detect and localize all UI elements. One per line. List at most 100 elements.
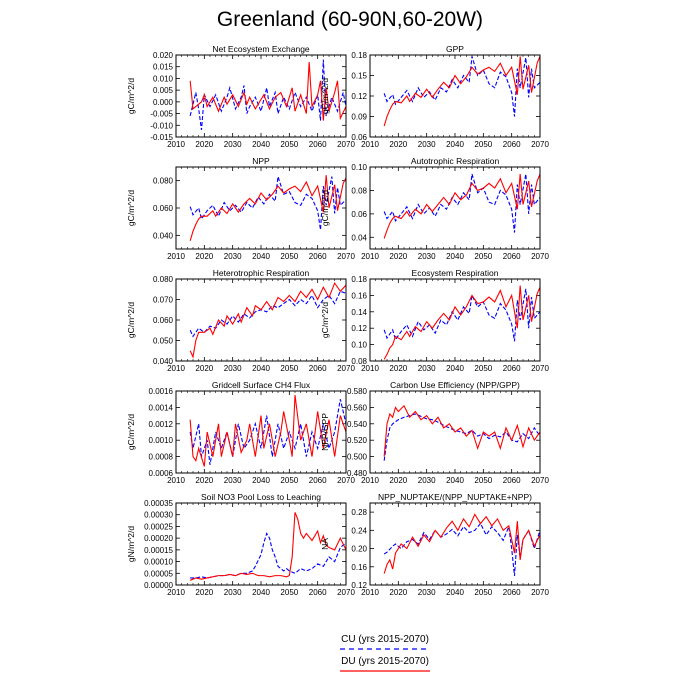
panel-7: Gridcell Surface CH4 Flux gC/m^2/d 2010 202…: [126, 380, 355, 485]
x-tick-label: 2020: [195, 364, 213, 373]
x-tick-label: 2050: [280, 252, 298, 261]
y-tick-label: 0.500: [347, 453, 368, 462]
x-tick-label: 2040: [252, 364, 270, 373]
x-tick-label: 2020: [195, 476, 213, 485]
x-tick-label: 2060: [503, 364, 521, 373]
x-tick-label: 2040: [446, 252, 464, 261]
y-tick-label: 0.000: [153, 98, 174, 107]
y-tick-label: 0.480: [347, 469, 368, 478]
y-tick-label: 0.0006: [149, 469, 174, 478]
y-tick-label: 0.005: [153, 86, 174, 95]
y-tick-label: 0.04: [351, 233, 367, 242]
plot-frame: [369, 54, 541, 138]
panel-10: NPP_NUPTAKE/(NPP_NUPTAKE+NPP) NA 2010 2020 2…: [320, 492, 549, 597]
panel-title: Net Ecosystem Exchange: [212, 44, 310, 54]
x-tick-label: 2040: [252, 252, 270, 261]
x-tick-label: 2040: [252, 588, 270, 597]
y-tick-label: 0.580: [347, 387, 368, 396]
y-tick-label: 0.0008: [149, 453, 174, 462]
x-tick-label: 2050: [280, 476, 298, 485]
x-tick-label: 2020: [389, 252, 407, 261]
y-axis-label: gC/m^2/d: [320, 190, 330, 226]
y-axis-label: gC/m^2/d: [126, 190, 136, 226]
x-tick-label: 2070: [337, 252, 355, 261]
x-tick-label: 2070: [531, 588, 549, 597]
y-tick-label: 0.060: [153, 316, 174, 325]
x-tick-label: 2070: [337, 588, 355, 597]
series-line-cu: [383, 522, 540, 576]
x-tick-label: 2060: [503, 588, 521, 597]
x-tick-label: 2050: [474, 252, 492, 261]
series-line-du: [383, 513, 540, 574]
series-line-cu: [189, 176, 346, 230]
y-tick-label: 0.070: [153, 296, 174, 305]
x-tick-label: 2060: [309, 364, 327, 373]
x-tick-label: 2050: [474, 364, 492, 373]
x-tick-label: 2040: [446, 588, 464, 597]
panel-title: Carbon Use Efficiency (NPP/GPP): [390, 380, 520, 390]
x-tick-label: 2040: [446, 476, 464, 485]
x-tick-label: 2020: [195, 588, 213, 597]
x-tick-label: 2020: [389, 476, 407, 485]
x-tick-label: 2010: [167, 588, 185, 597]
x-tick-label: 2010: [361, 476, 379, 485]
y-tick-label: 0.10: [351, 341, 367, 350]
x-tick-label: 2070: [531, 252, 549, 261]
x-tick-label: 2030: [418, 252, 436, 261]
panel-8: Carbon Use Efficiency (NPP/GPP) NPP/GPP 20…: [320, 380, 549, 485]
x-tick-label: 2020: [195, 140, 213, 149]
y-axis-label: NPP/GPP: [320, 413, 330, 451]
y-axis-label: gC/m^2/d: [126, 302, 136, 338]
series-line-du: [189, 281, 346, 359]
x-tick-label: 2060: [309, 252, 327, 261]
y-tick-label: 0.015: [153, 63, 174, 72]
x-tick-label: 2020: [195, 252, 213, 261]
x-tick-label: 2070: [337, 476, 355, 485]
x-tick-label: 2030: [418, 140, 436, 149]
x-tick-label: 2010: [167, 252, 185, 261]
x-tick-label: 2050: [280, 140, 298, 149]
x-tick-label: 2020: [389, 364, 407, 373]
y-tick-label: -0.005: [150, 110, 173, 119]
y-tick-label: 0.15: [351, 72, 367, 81]
y-tick-label: 0.040: [153, 357, 174, 366]
x-tick-label: 2060: [309, 140, 327, 149]
x-tick-label: 2030: [224, 476, 242, 485]
y-tick-label: 0.00015: [144, 546, 173, 555]
x-tick-label: 2050: [280, 364, 298, 373]
y-tick-label: 0.18: [351, 51, 367, 60]
y-tick-label: 0.00025: [144, 522, 173, 531]
x-tick-label: 2070: [337, 364, 355, 373]
panel-title: Gridcell Surface CH4 Flux: [212, 380, 311, 390]
x-tick-label: 2010: [361, 588, 379, 597]
panel-3: NPP gC/m^2/d 2010 2020 2030 2040 2050 2060 2070 0…: [126, 156, 355, 261]
y-tick-label: 0.080: [153, 177, 174, 186]
y-axis-label: NA: [320, 538, 330, 550]
x-tick-label: 2040: [252, 140, 270, 149]
plot-frame: [175, 166, 347, 250]
y-tick-label: 0.00035: [144, 499, 173, 508]
x-tick-label: 2050: [474, 476, 492, 485]
y-tick-label: 0.24: [351, 526, 367, 535]
y-axis-label: gC/m^2/d: [320, 302, 330, 338]
panel-4: Autotrophic Respiration gC/m^2/d 2010 2020 2…: [320, 156, 549, 261]
y-tick-label: 0.060: [153, 204, 174, 213]
panel-title: Soil NO3 Pool Loss to Leaching: [201, 492, 321, 502]
plot-frame: [369, 278, 541, 362]
series-line-du: [383, 404, 540, 457]
y-tick-label: 0.050: [153, 337, 174, 346]
series-line-du: [383, 173, 540, 239]
panel-title: NPP_NUPTAKE/(NPP_NUPTAKE+NPP): [378, 492, 532, 502]
series-line-du: [189, 395, 346, 467]
panel-1: Net Ecosystem Exchange gC/m^2/d 2010 2020 20…: [126, 44, 355, 149]
y-tick-label: 0.0014: [149, 403, 174, 412]
y-tick-label: 0.0010: [149, 436, 174, 445]
x-tick-label: 2040: [252, 476, 270, 485]
plot-frame: [175, 278, 347, 362]
series-line-cu: [383, 173, 540, 233]
x-tick-label: 2020: [389, 140, 407, 149]
x-tick-label: 2070: [531, 476, 549, 485]
y-tick-label: 0.20: [351, 545, 367, 554]
x-tick-label: 2030: [224, 140, 242, 149]
y-tick-label: 0.18: [351, 275, 367, 284]
